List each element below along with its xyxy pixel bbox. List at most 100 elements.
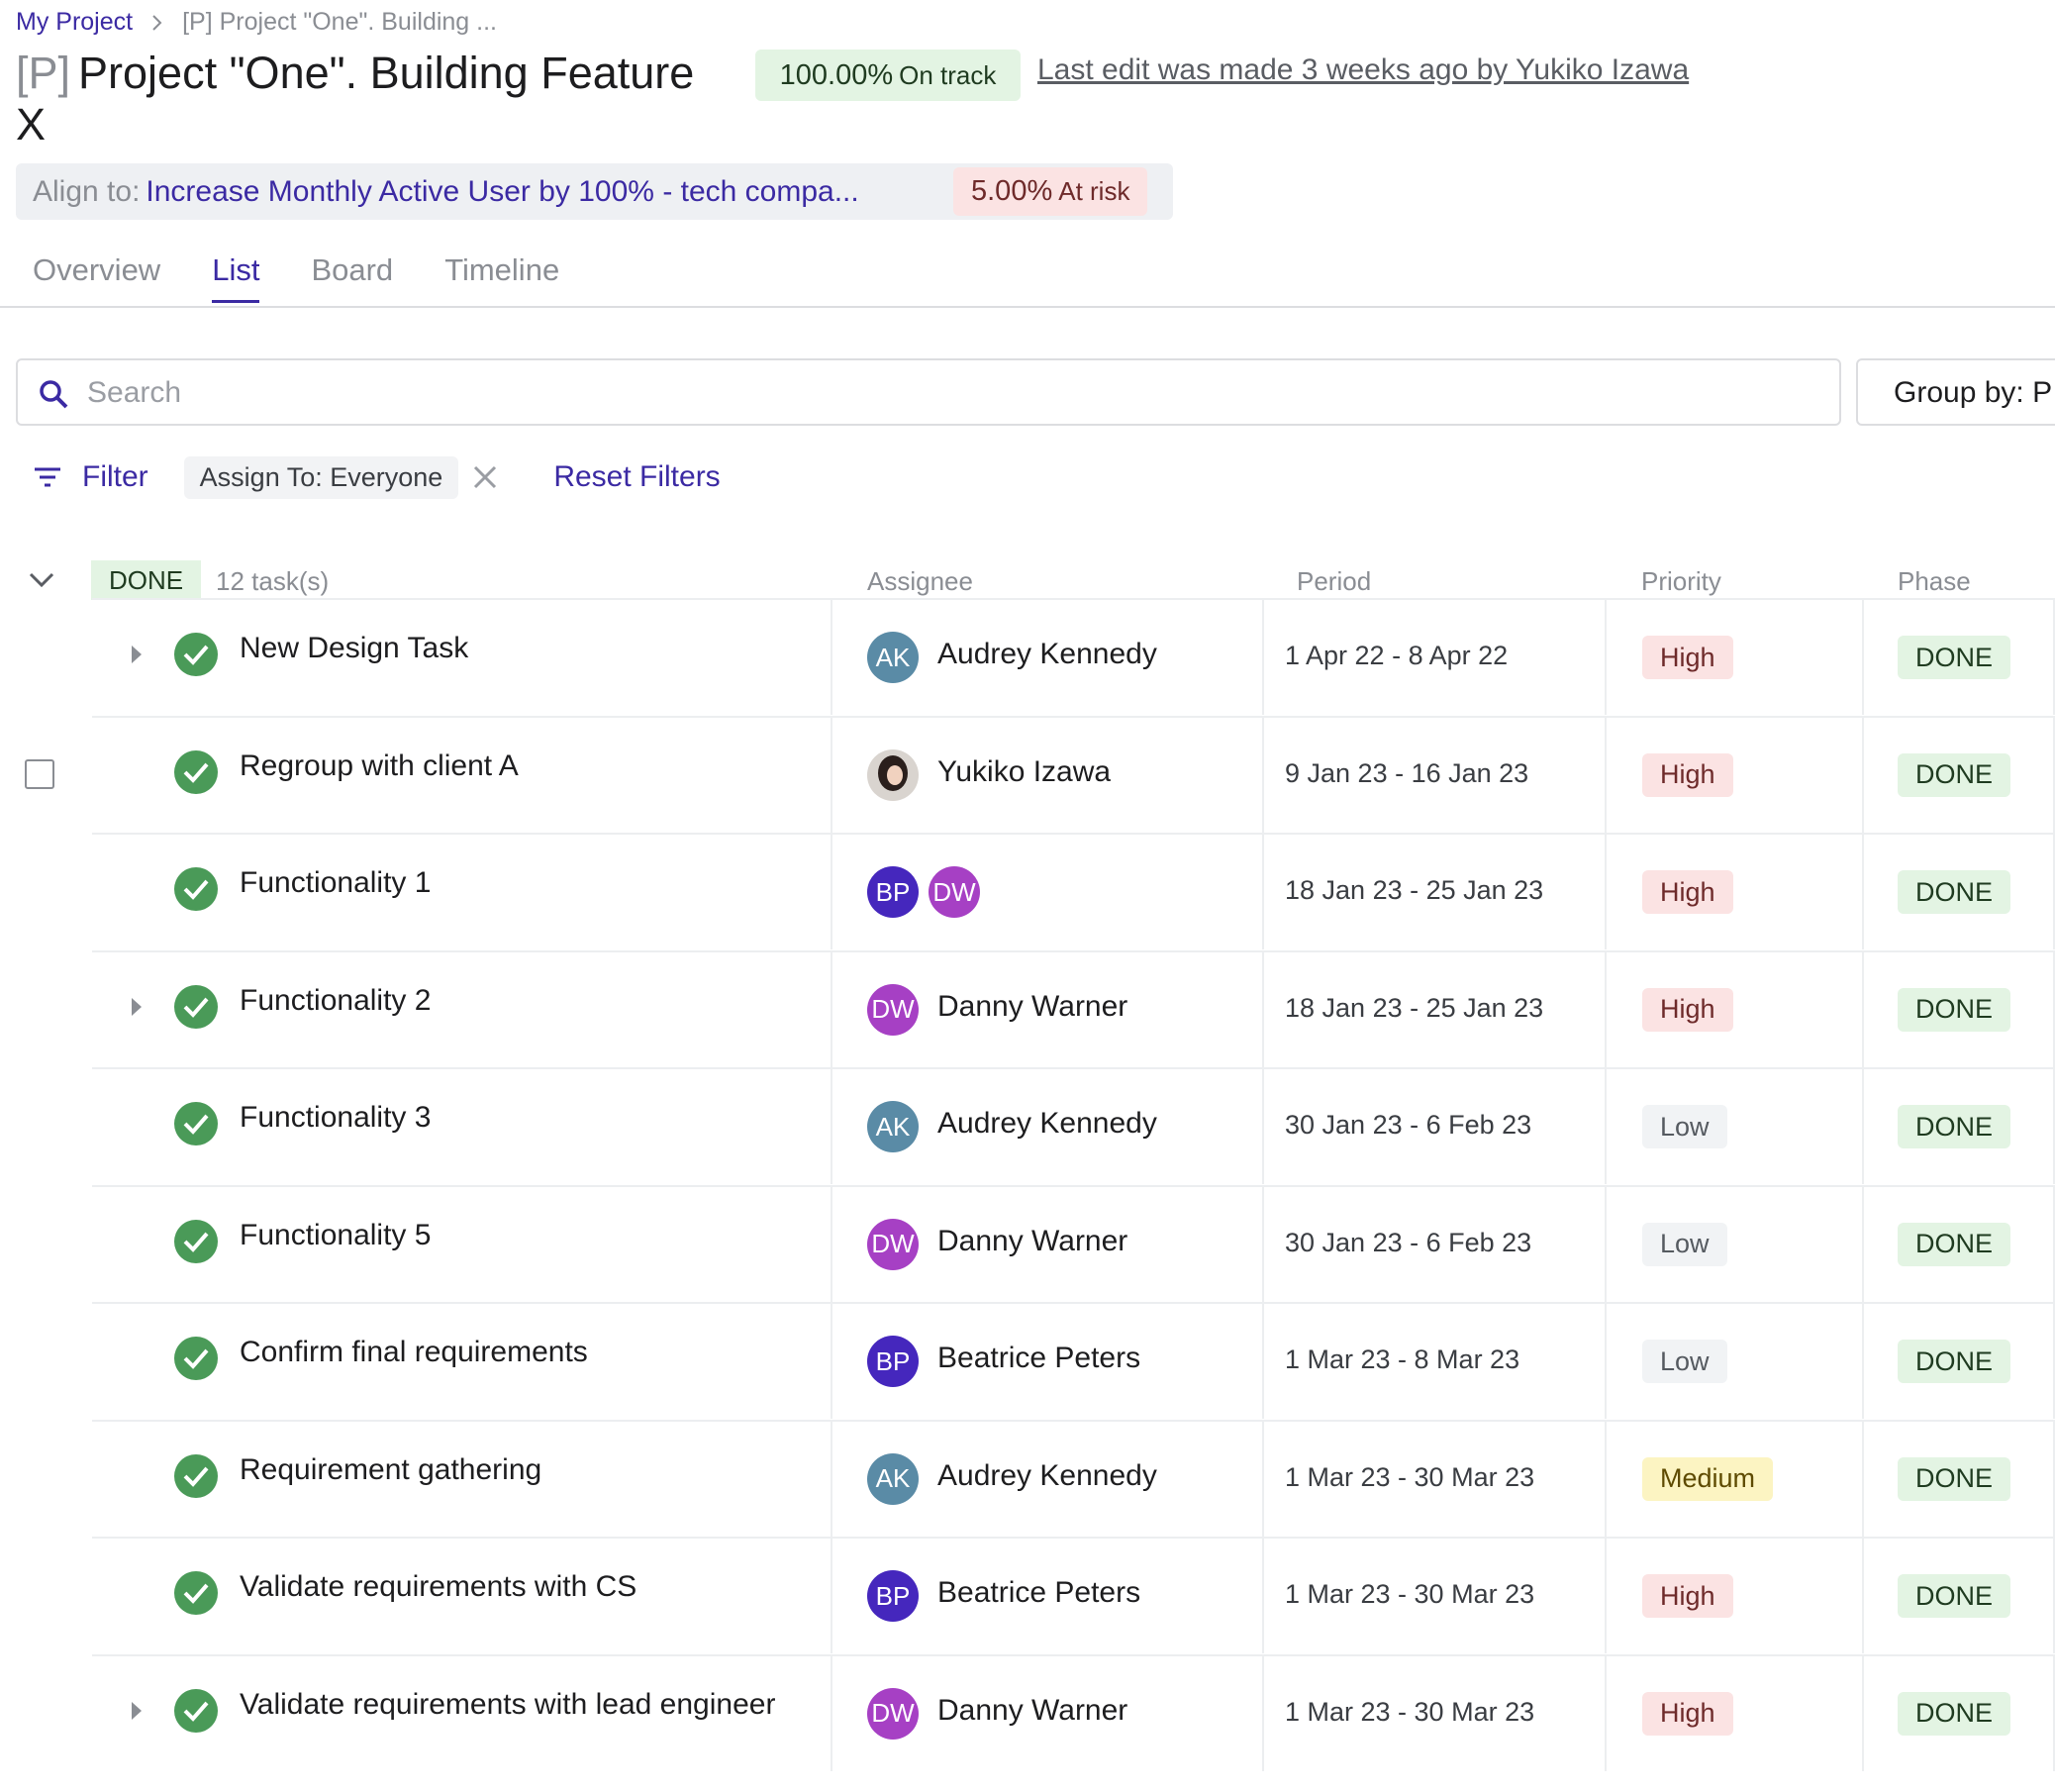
cell	[1607, 833, 1864, 949]
task-name[interactable]: Confirm final requirements	[240, 1336, 588, 1368]
phase-badge: DONE	[1898, 1691, 2011, 1736]
done-check-icon	[174, 633, 218, 676]
remove-filter-icon[interactable]	[472, 464, 498, 490]
task-name[interactable]: Regroup with client A	[240, 748, 519, 782]
cell	[92, 1653, 832, 1771]
cell	[1864, 715, 2055, 833]
task-row: Validate requirements with lead engineer…	[0, 1653, 2055, 1771]
task-row: Confirm final requirements BP Beatrice Pet…	[0, 1302, 2055, 1419]
task-name[interactable]: New Design Task	[240, 632, 469, 664]
period: 1 Apr 22 - 8 Apr 22	[1285, 641, 1509, 670]
task-name[interactable]: Functionality 2	[240, 983, 432, 1017]
expand-caret[interactable]	[129, 996, 145, 1018]
done-check-icon	[174, 749, 218, 794]
check-mark	[183, 1348, 209, 1369]
cell	[92, 1419, 832, 1537]
avatar: DW	[929, 866, 980, 918]
last-edit-link[interactable]: Last edit was made 3 weeks ago by Yukiko…	[1037, 53, 1690, 86]
search-box[interactable]: Search	[16, 358, 1841, 426]
avatar-photo	[867, 748, 919, 801]
done-check-icon	[174, 1337, 218, 1380]
risk-badge: 5.00% At risk	[953, 167, 1148, 216]
collapse-icon[interactable]	[28, 570, 55, 590]
priority-badge: High	[1642, 636, 1733, 679]
tab[interactable]: Overview	[33, 252, 161, 287]
task-name[interactable]: Functionality 1	[240, 866, 432, 899]
done-check-icon	[174, 984, 218, 1029]
tab[interactable]: List	[212, 252, 260, 303]
check-mark	[183, 1114, 209, 1135]
done-check-icon	[174, 1102, 218, 1145]
task-name[interactable]: Functionality 3	[240, 1101, 432, 1134]
filter-button[interactable]: Filter	[33, 460, 148, 494]
done-check-icon	[174, 867, 218, 911]
cell	[832, 1537, 1264, 1653]
status-value: 100.00%	[779, 58, 894, 91]
cell	[1264, 833, 1607, 949]
check-circle	[174, 633, 218, 676]
group-by-button[interactable]: Group by: P	[1856, 358, 2055, 426]
tab[interactable]: Board	[311, 252, 394, 287]
cell	[92, 949, 832, 1067]
check-circle	[174, 867, 218, 911]
task-name[interactable]: Functionality 5	[240, 1218, 432, 1251]
avatar: BP	[867, 1570, 919, 1622]
check-circle	[174, 1102, 218, 1145]
period: 1 Mar 23 - 30 Mar 23	[1285, 1579, 1535, 1609]
check-circle	[174, 1453, 218, 1498]
task-row: Functionality 2 DW Danny Warner 18 Jan 23 -…	[0, 949, 2055, 1067]
align-target[interactable]: Increase Monthly Active User by 100% - t…	[146, 175, 859, 208]
done-check-icon	[174, 1571, 218, 1615]
cell	[1864, 1302, 2055, 1419]
task-count: 12 task(s)	[216, 566, 330, 596]
expand-caret[interactable]	[129, 1700, 145, 1722]
risk-value: 5.00%	[971, 175, 1053, 207]
reset-filters-link[interactable]: Reset Filters	[553, 460, 721, 493]
task-name[interactable]: Validate requirements with CS	[240, 1570, 637, 1603]
cell	[832, 1419, 1264, 1537]
phase-badge: DONE	[1898, 870, 2011, 914]
assignee-name: Yukiko Izawa	[937, 754, 1112, 788]
row-checkbox[interactable]	[25, 758, 54, 789]
assignee-name: Danny Warner	[937, 1693, 1128, 1727]
priority-badge: Low	[1642, 1340, 1727, 1383]
tab[interactable]: Timeline	[444, 252, 560, 287]
cell	[832, 715, 1264, 833]
task-name[interactable]: Validate requirements with lead engineer	[240, 1687, 776, 1721]
project-title: [P] Project "One". Building Feature X	[16, 48, 729, 150]
align-label: Align to:	[33, 175, 141, 208]
avatar: AK	[867, 1452, 919, 1505]
cell	[1864, 949, 2055, 1067]
cell	[1264, 949, 1607, 1067]
cell	[92, 598, 832, 715]
column-header: Assignee	[867, 566, 973, 596]
cell	[832, 1067, 1264, 1184]
cell	[1607, 1302, 1864, 1419]
avatar: AK	[867, 632, 919, 683]
cell	[92, 1184, 832, 1302]
task-name[interactable]: Requirement gathering	[240, 1452, 542, 1486]
check-circle	[174, 1337, 218, 1380]
cell	[1864, 598, 2055, 715]
column-header: Period	[1297, 566, 1372, 596]
cell	[92, 833, 832, 949]
cell	[832, 833, 1264, 949]
check-mark	[183, 1232, 209, 1252]
phase-badge: DONE	[1898, 1456, 2011, 1501]
cell	[832, 1653, 1264, 1771]
check-mark	[183, 1701, 209, 1722]
cell	[832, 1302, 1264, 1419]
priority-badge: Medium	[1642, 1456, 1774, 1501]
phase-badge: DONE	[1898, 987, 2011, 1032]
check-mark	[183, 879, 209, 900]
group-by-label: Group by: P	[1894, 376, 2053, 409]
breadcrumb-link[interactable]: My Project	[16, 8, 134, 36]
done-check-icon	[174, 1453, 218, 1498]
task-row: Validate requirements with CS BP Beatrice …	[0, 1537, 2055, 1653]
period: 1 Mar 23 - 8 Mar 23	[1285, 1344, 1520, 1374]
phase-badge: DONE	[1898, 752, 2011, 797]
photo-face	[887, 764, 903, 785]
title-prefix: [P]	[16, 48, 71, 98]
period: 30 Jan 23 - 6 Feb 23	[1285, 1110, 1532, 1140]
expand-caret[interactable]	[129, 644, 145, 665]
